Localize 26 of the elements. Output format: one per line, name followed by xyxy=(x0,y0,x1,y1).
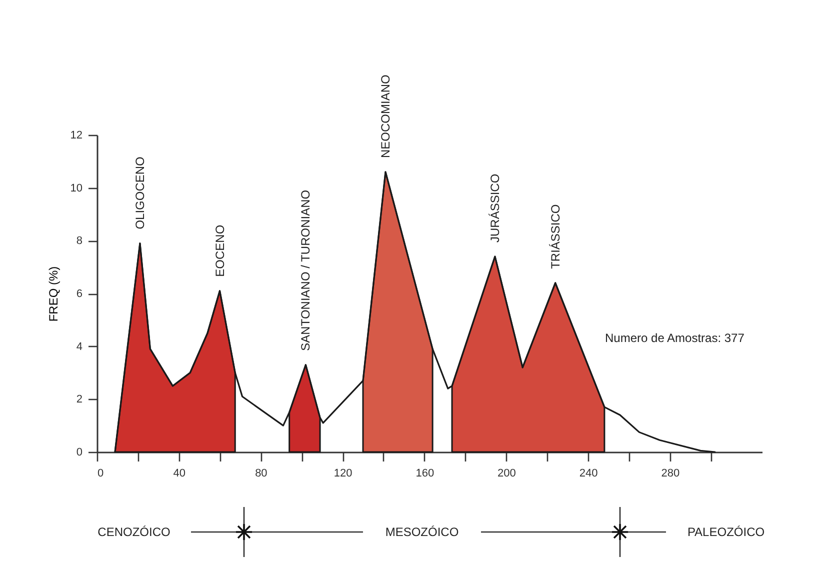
text: CENOZÓICO xyxy=(98,525,170,539)
annotation: SANTONIANO / TURONIANO xyxy=(298,190,313,351)
annotation: Numero de Amostras: 377 xyxy=(605,331,745,345)
annotation: TRIÁSSICO xyxy=(548,204,562,269)
y-axis-title: FREQ (%) xyxy=(46,266,60,322)
x-tick-label: 280 xyxy=(661,468,680,480)
annotation: OLIGOCENO xyxy=(132,156,147,230)
annotation: JURÁSSICO xyxy=(488,174,502,243)
annotation: NEOCOMIANO xyxy=(378,74,393,158)
x-tick-label: 0 xyxy=(98,468,104,480)
y-tick-label: 4 xyxy=(76,340,82,353)
x-tick-label: 40 xyxy=(173,468,186,480)
text: MESOZÓICO xyxy=(385,525,459,539)
y-tick-label: 6 xyxy=(76,288,82,300)
y-tick-label: 0 xyxy=(76,446,82,458)
y-tick-label: 12 xyxy=(70,130,82,142)
x-tick-label: 240 xyxy=(579,468,598,480)
x-tick-label: 120 xyxy=(334,468,352,480)
x-tick-label: 160 xyxy=(416,468,434,480)
y-tick-label: 2 xyxy=(76,394,82,406)
y-tick-label: 10 xyxy=(70,182,82,194)
x-tick-label: 80 xyxy=(255,468,268,480)
x-tick-label: 200 xyxy=(498,468,516,480)
text: PALEOZÓICO xyxy=(687,525,765,539)
annotation: EOCENO xyxy=(212,224,227,277)
y-tick-label: 8 xyxy=(76,235,82,248)
